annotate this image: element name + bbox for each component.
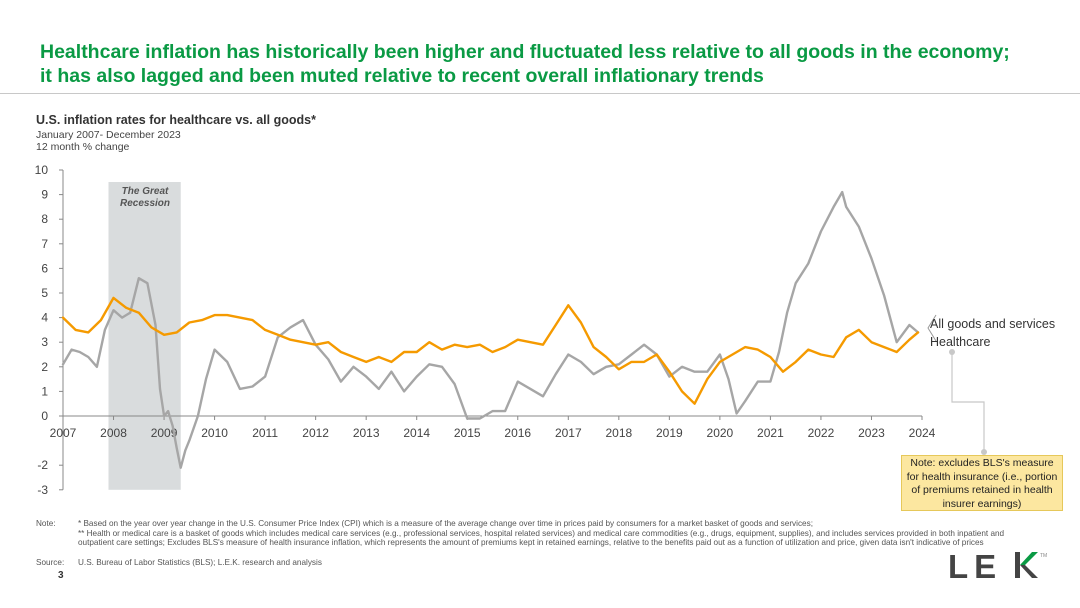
y-tick-label: 8	[41, 212, 48, 226]
x-tick-label: 2024	[909, 426, 936, 440]
footnote-note: Note: * Based on the year over year chan…	[36, 519, 1036, 559]
logo-k-arm	[1020, 552, 1038, 565]
footnote-source-label: Source:	[36, 558, 65, 567]
y-tick-label: 9	[41, 188, 48, 202]
footnote-source-text: U.S. Bureau of Labor Statistics (BLS); L…	[78, 558, 322, 567]
series-label-healthcare: Healthcare	[930, 335, 990, 349]
footnote-note-label: Note:	[36, 519, 56, 528]
chart-title: U.S. inflation rates for healthcare vs. …	[36, 113, 316, 127]
note-box: Note: excludes BLS's measure for health …	[901, 455, 1063, 511]
headline-line-2: it has also lagged and been muted relati…	[40, 65, 764, 87]
note-connector	[951, 352, 985, 452]
y-tick-label: 6	[41, 261, 48, 275]
x-tick-label: 2014	[403, 426, 430, 440]
y-tick-label: 10	[35, 163, 49, 177]
logo-tm: TM	[1040, 553, 1047, 559]
logo-k-stem	[1015, 552, 1020, 578]
x-tick-label: 2017	[555, 426, 582, 440]
x-tick-label: 2019	[656, 426, 683, 440]
x-tick-label: 2015	[454, 426, 481, 440]
page-number: 3	[58, 570, 64, 581]
x-tick-label: 2023	[858, 426, 885, 440]
lek-logo: LE TM	[948, 548, 1047, 582]
logo-k-leg	[1020, 565, 1038, 578]
recession-label-line-1: The Great	[122, 186, 169, 197]
footnote-note-1: * Based on the year over year change in …	[78, 519, 813, 528]
series-line-healthcare	[61, 296, 920, 405]
series-line-all-goods	[61, 190, 920, 469]
headline-line-1: Healthcare inflation has historically be…	[40, 41, 1010, 63]
x-tick-label: 2016	[504, 426, 531, 440]
series-label-all-goods: All goods and services	[930, 317, 1055, 331]
y-tick-label: 5	[41, 286, 48, 300]
x-tick-label: 2007	[50, 426, 77, 440]
x-tick-label: 2010	[201, 426, 228, 440]
x-tick-label: 2009	[151, 426, 178, 440]
y-tick-label: 4	[41, 311, 48, 325]
y-tick-label: 0	[41, 409, 48, 423]
footnote-source: Source: U.S. Bureau of Labor Statistics …	[36, 558, 1036, 570]
x-tick-label: 2021	[757, 426, 784, 440]
footnote-note-2: ** Health or medical care is a basket of…	[78, 528, 1005, 548]
y-tick-label: 7	[41, 237, 48, 251]
x-tick-label: 2022	[808, 426, 835, 440]
series-label-bracket	[927, 314, 937, 342]
chart-subtitle-units: 12 month % change	[36, 141, 130, 153]
x-tick-label: 2013	[353, 426, 380, 440]
y-tick-label: -2	[37, 458, 48, 472]
divider	[0, 93, 1080, 94]
x-tick-label: 2008	[100, 426, 127, 440]
x-tick-label: 2020	[707, 426, 734, 440]
headline: Healthcare inflation has historically be…	[40, 40, 1060, 88]
recession-band	[108, 182, 181, 490]
x-tick-label: 2018	[605, 426, 632, 440]
y-tick-label: 1	[41, 384, 48, 398]
x-tick-label: 2011	[252, 426, 278, 440]
y-tick-label: 3	[41, 335, 48, 349]
y-tick-label: 2	[41, 360, 48, 374]
x-tick-label: 2012	[302, 426, 329, 440]
recession-label-line-2: Recession	[120, 198, 170, 209]
chart-subtitle-dates: January 2007- December 2023	[36, 129, 181, 141]
connector-dot-bottom	[981, 449, 987, 455]
y-tick-label: -3	[37, 483, 48, 497]
logo-letters: LE	[948, 548, 1002, 582]
